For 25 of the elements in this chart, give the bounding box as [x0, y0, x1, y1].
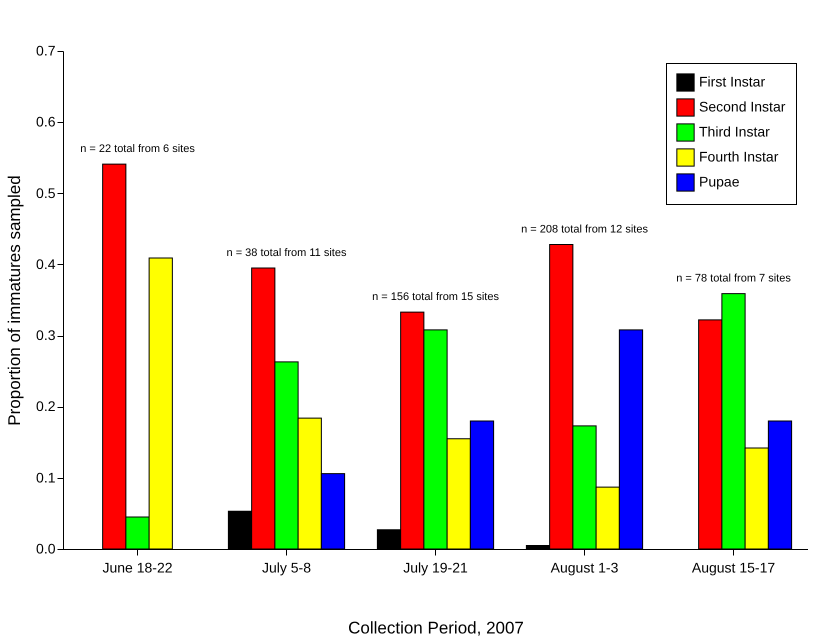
y-tick-label: 0.3 [36, 327, 56, 344]
x-tick-label: July 19-21 [403, 560, 468, 576]
legend-label: Third Instar [699, 124, 770, 140]
x-tick-label: August 15-17 [692, 560, 776, 576]
y-tick-label: 0.7 [36, 42, 56, 58]
y-tick-label: 0.0 [36, 540, 56, 556]
annotation: n = 208 total from 12 sites [521, 224, 648, 236]
legend-label: Pupae [699, 174, 740, 190]
y-axis-title: Proportion of immatures sampled [5, 175, 24, 426]
annotation: n = 156 total from 15 sites [372, 291, 500, 304]
annotation: n = 78 total from 7 sites [676, 272, 792, 285]
y-tick-label: 0.2 [36, 398, 56, 414]
x-tick-label: June 18-22 [102, 560, 173, 576]
y-tick-label: 0.6 [36, 114, 56, 130]
legend-label: First Instar [699, 74, 766, 90]
annotation: n = 38 total from 11 sites [226, 246, 347, 259]
y-tick-label: 0.5 [36, 184, 56, 201]
y-tick-label: 0.4 [36, 256, 56, 272]
legend-label: Second Instar [699, 98, 786, 114]
legend-label: Fourth Instar [699, 148, 779, 164]
y-tick-label: 0.1 [36, 469, 56, 486]
x-tick-label: July 5-8 [262, 560, 312, 576]
x-axis-title: Collection Period, 2007 [348, 618, 524, 638]
annotation: n = 22 total from 6 sites [80, 143, 196, 156]
x-tick-label: August 1-3 [550, 560, 619, 576]
